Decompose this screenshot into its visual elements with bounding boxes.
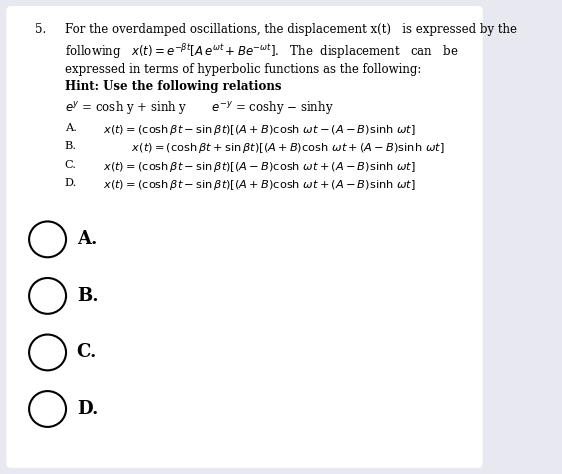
Text: For the overdamped oscillations, the displacement x(t)   is expressed by the: For the overdamped oscillations, the dis… [65,23,516,36]
Text: A.: A. [77,230,97,248]
FancyBboxPatch shape [6,6,483,468]
Text: $x(t) = (\cosh\beta t - \sin\beta t)[(A + B)\cosh\,\omega t + (A - B)\sinh\,\ome: $x(t) = (\cosh\beta t - \sin\beta t)[(A … [103,178,416,192]
Text: D.: D. [65,178,77,188]
Text: $x(t) = (\cosh\beta t - \sin\beta t)[(A + B)\cosh\,\omega t - (A - B)\sinh\,\ome: $x(t) = (\cosh\beta t - \sin\beta t)[(A … [103,123,416,137]
Text: A.: A. [65,123,76,133]
Text: 5.: 5. [35,23,47,36]
Text: C.: C. [77,344,97,362]
Text: C.: C. [65,160,76,170]
Text: B.: B. [77,287,98,305]
Text: B.: B. [65,141,77,151]
Text: D.: D. [77,400,98,418]
Text: following   $x(t) = e^{-\beta t}[A\, e^{\omega t} + Be^{-\omega t}]$.   The  dis: following $x(t) = e^{-\beta t}[A\, e^{\o… [65,43,458,63]
Text: $x(t) = (\cosh\beta t - \sin\beta t)[(A - B)\cosh\,\omega t + (A - B)\sinh\,\ome: $x(t) = (\cosh\beta t - \sin\beta t)[(A … [103,160,416,173]
Text: expressed in terms of hyperbolic functions as the following:: expressed in terms of hyperbolic functio… [65,63,421,76]
Text: Hint: Use the following relations: Hint: Use the following relations [65,80,281,93]
Text: $e^{y}$ = cosh y + sinh y       $e^{-y}$ = coshy $-$ sinhy: $e^{y}$ = cosh y + sinh y $e^{-y}$ = cos… [65,99,333,116]
Text: $x(t) = (\cosh\beta t + \sin\beta t)[(A + B)\cosh\,\omega t + (A - B)\sinh\,\ome: $x(t) = (\cosh\beta t + \sin\beta t)[(A … [103,141,445,155]
